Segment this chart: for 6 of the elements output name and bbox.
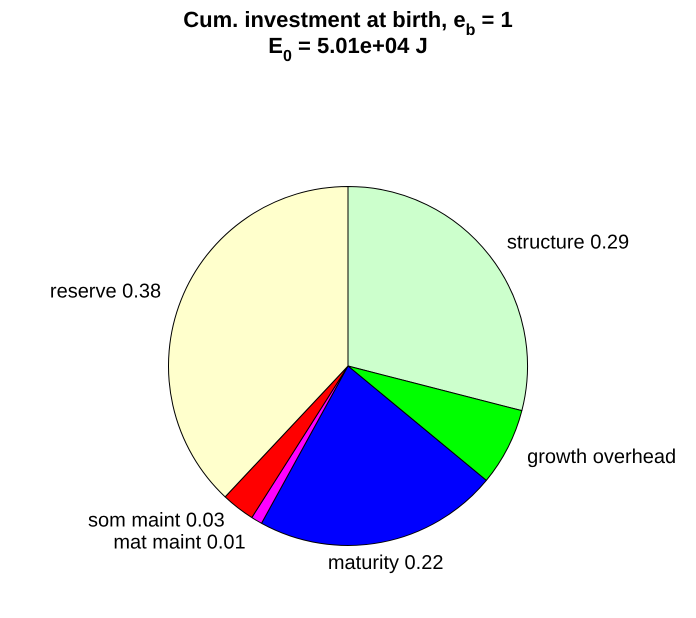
- slice-label: mat maint 0.01: [113, 531, 246, 554]
- slice-label: som maint 0.03: [88, 509, 225, 532]
- slice-label: growth overhead: [527, 446, 676, 468]
- slice-label: structure 0.29: [506, 231, 630, 254]
- slice-label: reserve 0.38: [50, 280, 162, 303]
- slice-label: maturity 0.22: [328, 552, 444, 574]
